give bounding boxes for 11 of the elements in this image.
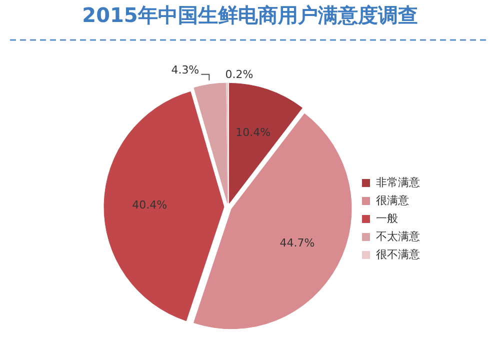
data-label: 44.7% [280,236,315,250]
legend-label: 一般 [376,212,398,226]
legend-label: 很不满意 [376,248,420,262]
data-label: 0.2% [225,68,254,82]
legend-label: 不太满意 [376,230,420,244]
legend-label: 很满意 [376,194,409,208]
data-label: 40.4% [132,198,168,212]
data-label: 10.4% [236,126,271,139]
data-label: 4.3% [171,63,200,76]
legend-label: 非常满意 [376,176,420,190]
chart-title: 2015年中国生鲜电商用户满意度调查 [82,3,418,27]
